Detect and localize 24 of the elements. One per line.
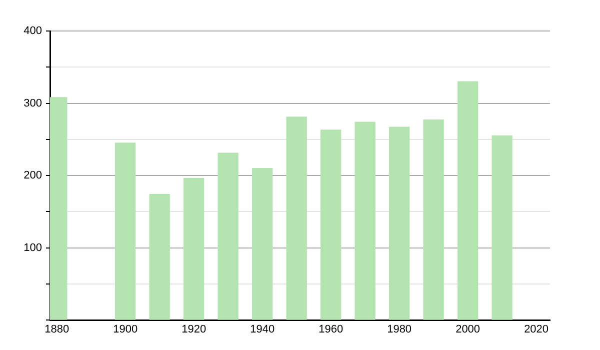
y-tick-label: 400 xyxy=(24,25,42,38)
bar xyxy=(184,178,204,320)
y-tick-label: 200 xyxy=(24,170,42,182)
bar xyxy=(457,81,478,320)
x-tick-label: 1980 xyxy=(387,324,412,336)
bar xyxy=(218,152,238,320)
bar xyxy=(423,120,444,320)
bar xyxy=(252,168,273,320)
x-tick-label: 2000 xyxy=(456,324,480,336)
x-tick-label: 1900 xyxy=(113,324,138,336)
x-tick-label: 2020 xyxy=(524,324,549,336)
bar xyxy=(149,194,170,320)
x-tick-label: 1920 xyxy=(182,324,206,336)
bar xyxy=(354,122,376,320)
bar xyxy=(388,126,410,320)
x-tick-label: 1940 xyxy=(250,324,275,336)
bar xyxy=(286,116,307,320)
y-tick-label: 100 xyxy=(24,242,42,254)
y-tick-label: 300 xyxy=(24,97,42,110)
bar xyxy=(320,130,342,320)
x-tick-label: 1880 xyxy=(44,324,70,336)
x-tick-label: 1960 xyxy=(318,324,344,336)
bar xyxy=(115,142,136,320)
bar xyxy=(492,135,512,320)
